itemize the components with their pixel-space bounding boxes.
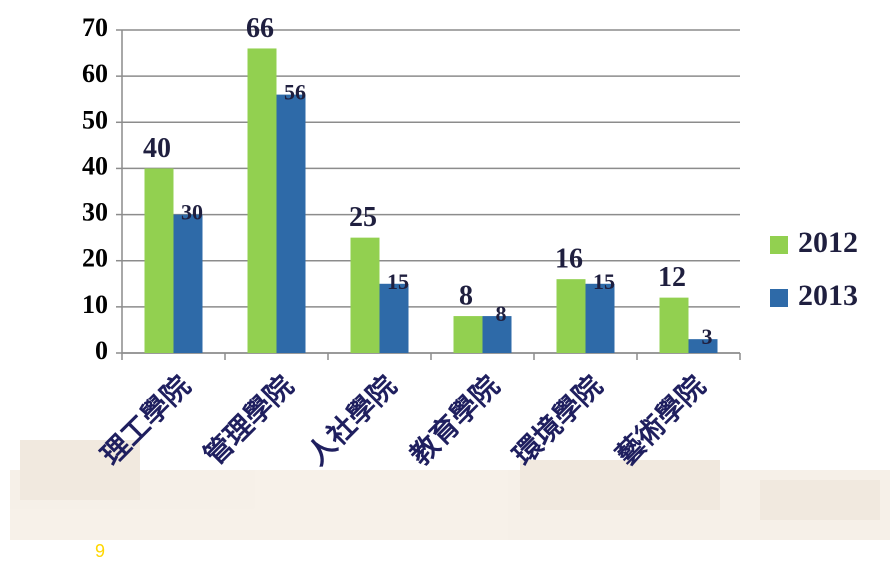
bar: [688, 339, 718, 353]
data-label: 25: [349, 202, 377, 233]
data-label: 56: [284, 80, 306, 105]
x-tick-label: 理工學院: [94, 369, 197, 472]
y-tick-label: 0: [95, 336, 108, 365]
data-label: 15: [387, 269, 409, 294]
legend-label: 2013: [798, 279, 858, 312]
bar: [350, 237, 380, 353]
page-number: 9: [95, 541, 105, 561]
data-label: 16: [555, 244, 583, 275]
y-tick-label: 30: [82, 198, 108, 227]
bar: [144, 168, 174, 353]
data-label: 30: [181, 200, 203, 225]
data-label: 40: [143, 133, 171, 164]
y-tick-label: 70: [82, 13, 108, 42]
background-illustration: [10, 440, 890, 540]
data-label: 12: [658, 262, 686, 293]
data-label: 8: [496, 301, 507, 326]
x-tick-label: 人社學院: [300, 369, 403, 472]
bar: [379, 283, 409, 353]
data-label: 15: [593, 269, 615, 294]
bar: [585, 283, 615, 353]
y-tick-label: 50: [82, 105, 108, 134]
bar: [247, 48, 277, 353]
data-label: 8: [459, 281, 473, 312]
bar: [276, 94, 306, 353]
x-tick-label: 環境學院: [506, 369, 609, 472]
x-tick-label: 藝術學院: [609, 369, 712, 472]
y-tick-label: 60: [82, 59, 108, 88]
legend-label: 2012: [798, 226, 858, 259]
bar: [659, 297, 689, 353]
x-tick-label: 管理學院: [197, 369, 300, 472]
data-label: 66: [246, 13, 274, 44]
legend-swatch: [770, 236, 788, 254]
y-tick-label: 20: [82, 244, 108, 273]
bar: [482, 316, 512, 353]
y-tick-label: 10: [82, 290, 108, 319]
bar: [453, 316, 483, 353]
y-tick-label: 40: [82, 151, 108, 180]
legend-swatch: [770, 289, 788, 307]
bar: [173, 214, 203, 353]
x-tick-label: 教育學院: [403, 369, 506, 472]
data-label: 3: [702, 324, 713, 349]
bar: [556, 279, 586, 353]
